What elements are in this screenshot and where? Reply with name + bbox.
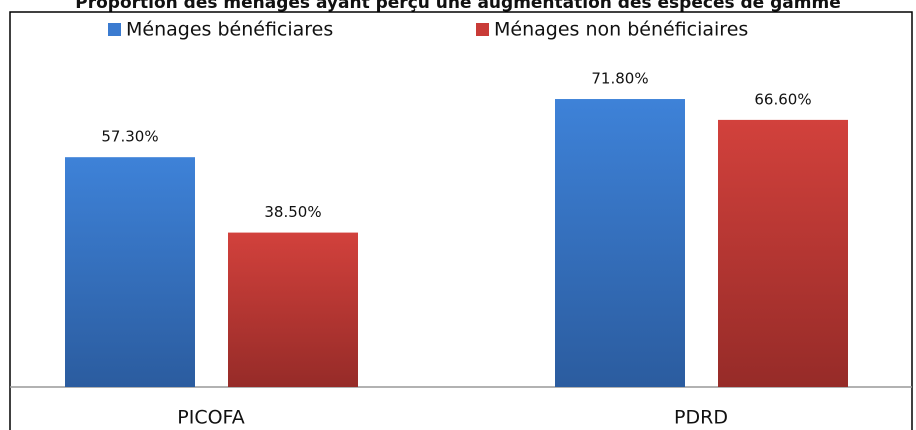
bar [555, 99, 685, 387]
chart-title: Proportion des ménages ayant perçu une a… [75, 0, 840, 13]
legend-swatch [108, 23, 121, 36]
bar [228, 232, 358, 387]
data-label: 38.50% [264, 203, 321, 221]
x-tick-label: PDRD [674, 407, 728, 429]
bar [718, 119, 848, 388]
x-tick-label: PICOFA [177, 407, 244, 429]
legend-label: Ménages non bénéficiaires [494, 19, 748, 41]
legend-label: Ménages bénéficiares [126, 19, 333, 41]
data-label: 66.60% [754, 90, 811, 108]
legend-swatch [476, 23, 489, 36]
bar [65, 157, 195, 387]
data-label: 71.80% [591, 70, 648, 88]
chart-border [9, 11, 913, 430]
data-label: 57.30% [101, 128, 158, 146]
